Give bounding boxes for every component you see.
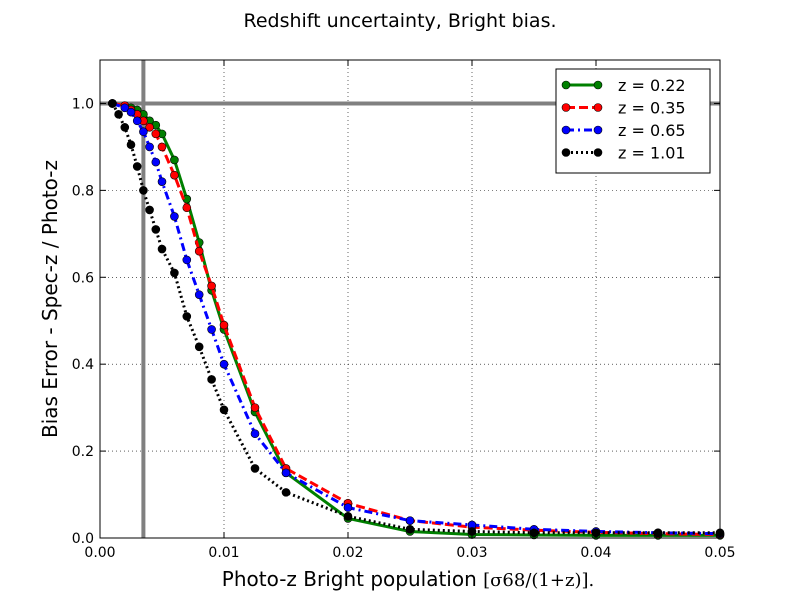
data-point <box>219 359 229 369</box>
legend-marker <box>561 103 571 112</box>
legend-label: z = 0.65 <box>618 121 686 140</box>
y-tick-label: 0.2 <box>72 444 94 460</box>
data-point <box>219 405 229 415</box>
data-point <box>207 281 216 291</box>
y-tick-label: 1.0 <box>72 96 94 112</box>
x-tick-label: 0.01 <box>208 545 239 561</box>
data-point <box>250 464 260 473</box>
legend-label: z = 0.35 <box>618 99 686 118</box>
data-point <box>126 140 136 150</box>
data-point <box>194 342 204 352</box>
data-point <box>132 162 142 171</box>
data-point <box>108 99 117 108</box>
data-point <box>139 186 148 195</box>
data-point <box>182 203 192 213</box>
series-4 <box>108 99 725 538</box>
data-point <box>157 142 167 152</box>
legend-marker <box>593 125 603 135</box>
data-point <box>151 129 161 139</box>
data-point <box>145 142 154 152</box>
data-point <box>170 268 179 278</box>
data-point <box>207 375 216 384</box>
legend-marker <box>593 103 603 112</box>
data-point <box>194 290 204 299</box>
data-point <box>145 205 154 215</box>
data-point <box>250 429 260 439</box>
data-point <box>120 123 130 132</box>
data-point <box>281 488 291 497</box>
x-tick-label: 0.02 <box>332 545 363 561</box>
axis-ticks: 0.00 0.01 0.02 0.03 0.04 0.05 0.0 0.2 0.4 0.6 0.8 1… <box>72 60 736 561</box>
data-point <box>151 225 161 234</box>
data-point <box>170 212 179 221</box>
x-tick-label: 0.03 <box>456 545 487 561</box>
y-axis-label: Bias Error - Spec-z / Photo-z <box>38 160 62 438</box>
data-point <box>120 103 130 113</box>
data-point <box>145 123 154 132</box>
data-point <box>170 170 179 180</box>
legend-marker <box>561 125 571 135</box>
data-point <box>182 255 192 265</box>
series-line <box>112 101 721 537</box>
data-point <box>405 516 415 525</box>
x-tick-label: 0.00 <box>84 545 115 561</box>
chart-title: Redshift uncertainty, Bright bias. <box>243 10 556 32</box>
data-point <box>219 320 229 330</box>
legend: z = 0.22 z = 0.35 z = 0.65 z = 1.01 <box>555 68 711 174</box>
series-line <box>111 102 721 536</box>
data-point <box>343 511 353 521</box>
data-point <box>114 110 123 119</box>
data-point <box>405 525 415 534</box>
x-tick-label: 0.04 <box>580 545 611 561</box>
data-point <box>343 503 353 512</box>
data-point <box>529 528 539 538</box>
y-tick-label: 0.8 <box>72 183 94 199</box>
x-tick-label: 0.05 <box>704 545 735 561</box>
x-axis-label: Photo-z Bright population [σ68/(1+z)]. <box>222 567 594 591</box>
legend-label: z = 1.01 <box>618 144 686 163</box>
series-line <box>111 102 720 535</box>
data-point <box>126 107 136 117</box>
data-point <box>194 246 204 256</box>
y-tick-label: 0.6 <box>72 270 94 286</box>
data-point <box>182 312 192 321</box>
data-point <box>207 325 216 334</box>
data-point <box>250 403 260 412</box>
data-point <box>653 528 663 538</box>
legend-label: z = 0.22 <box>618 76 686 95</box>
data-point <box>157 244 167 254</box>
plot-frame <box>99 59 721 539</box>
data-point <box>170 155 179 165</box>
data-point <box>132 116 142 126</box>
legend-marker <box>561 148 571 157</box>
legend-marker <box>561 80 571 90</box>
y-tick-label: 0.0 <box>72 531 94 547</box>
data-point <box>139 127 148 136</box>
data-point <box>151 157 161 167</box>
legend-marker <box>593 148 603 157</box>
data-point <box>157 177 167 186</box>
data-point <box>281 468 291 478</box>
legend-marker <box>593 80 603 90</box>
y-tick-label: 0.4 <box>72 357 94 373</box>
